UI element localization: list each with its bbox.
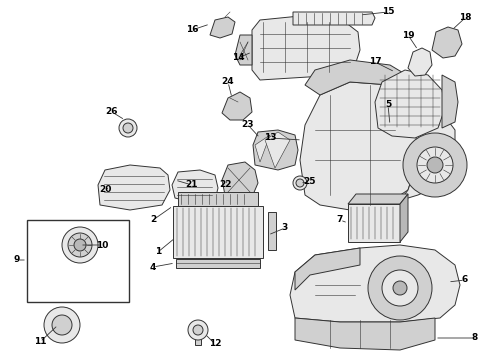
Text: 22: 22 <box>218 180 231 189</box>
Text: 7: 7 <box>336 216 343 225</box>
Polygon shape <box>64 329 74 340</box>
Polygon shape <box>441 75 457 128</box>
Polygon shape <box>292 12 374 25</box>
Text: 17: 17 <box>368 58 381 67</box>
Bar <box>347 204 399 242</box>
Polygon shape <box>431 27 461 58</box>
Polygon shape <box>289 245 459 322</box>
Bar <box>173 206 263 258</box>
Polygon shape <box>235 35 251 65</box>
Bar <box>178 192 258 206</box>
Text: 26: 26 <box>105 108 118 117</box>
Circle shape <box>292 176 306 190</box>
Bar <box>176 259 260 268</box>
Polygon shape <box>222 162 258 200</box>
Polygon shape <box>252 130 297 170</box>
Circle shape <box>74 239 86 251</box>
Text: 24: 24 <box>221 77 234 86</box>
Circle shape <box>367 256 431 320</box>
Circle shape <box>193 325 203 335</box>
Text: 15: 15 <box>381 8 393 17</box>
Polygon shape <box>264 132 289 168</box>
Circle shape <box>295 179 304 187</box>
Polygon shape <box>172 170 218 203</box>
Text: 13: 13 <box>263 134 276 143</box>
Polygon shape <box>50 329 60 340</box>
Circle shape <box>52 315 72 335</box>
Polygon shape <box>374 70 444 138</box>
Polygon shape <box>294 318 434 350</box>
Text: 19: 19 <box>401 31 413 40</box>
Polygon shape <box>407 48 431 76</box>
Text: 25: 25 <box>303 177 316 186</box>
Text: 3: 3 <box>281 224 287 233</box>
Polygon shape <box>209 17 235 38</box>
Polygon shape <box>251 15 359 80</box>
Text: 2: 2 <box>149 216 156 225</box>
Polygon shape <box>347 194 407 204</box>
Text: 14: 14 <box>231 54 244 63</box>
Text: 23: 23 <box>241 121 254 130</box>
Text: 16: 16 <box>185 26 198 35</box>
Text: 20: 20 <box>99 185 111 194</box>
Polygon shape <box>222 92 251 120</box>
Polygon shape <box>98 165 170 210</box>
Polygon shape <box>50 310 60 321</box>
Text: 11: 11 <box>34 338 46 346</box>
Circle shape <box>62 227 98 263</box>
Polygon shape <box>64 310 74 321</box>
Text: 12: 12 <box>208 339 221 348</box>
Bar <box>267 212 275 250</box>
Circle shape <box>426 157 442 173</box>
Text: 21: 21 <box>185 180 198 189</box>
Polygon shape <box>294 248 359 290</box>
Polygon shape <box>299 82 419 210</box>
Circle shape <box>44 307 80 343</box>
Circle shape <box>392 281 406 295</box>
Text: 1: 1 <box>155 248 161 256</box>
Polygon shape <box>254 135 269 162</box>
Circle shape <box>123 123 133 133</box>
Circle shape <box>187 320 207 340</box>
Bar <box>27 220 129 302</box>
Circle shape <box>119 119 137 137</box>
Circle shape <box>416 147 452 183</box>
Text: 10: 10 <box>96 240 108 249</box>
Circle shape <box>68 233 92 257</box>
Polygon shape <box>67 319 76 331</box>
Bar <box>195 330 201 345</box>
Polygon shape <box>48 319 57 331</box>
Polygon shape <box>305 60 414 100</box>
Text: 18: 18 <box>458 13 470 22</box>
Circle shape <box>381 270 417 306</box>
Polygon shape <box>364 100 454 240</box>
Text: 5: 5 <box>384 100 390 109</box>
Text: 8: 8 <box>471 333 477 342</box>
Text: 4: 4 <box>149 262 156 271</box>
Circle shape <box>402 133 466 197</box>
Text: 9: 9 <box>14 256 20 265</box>
Polygon shape <box>399 194 407 242</box>
Text: 6: 6 <box>461 275 467 284</box>
